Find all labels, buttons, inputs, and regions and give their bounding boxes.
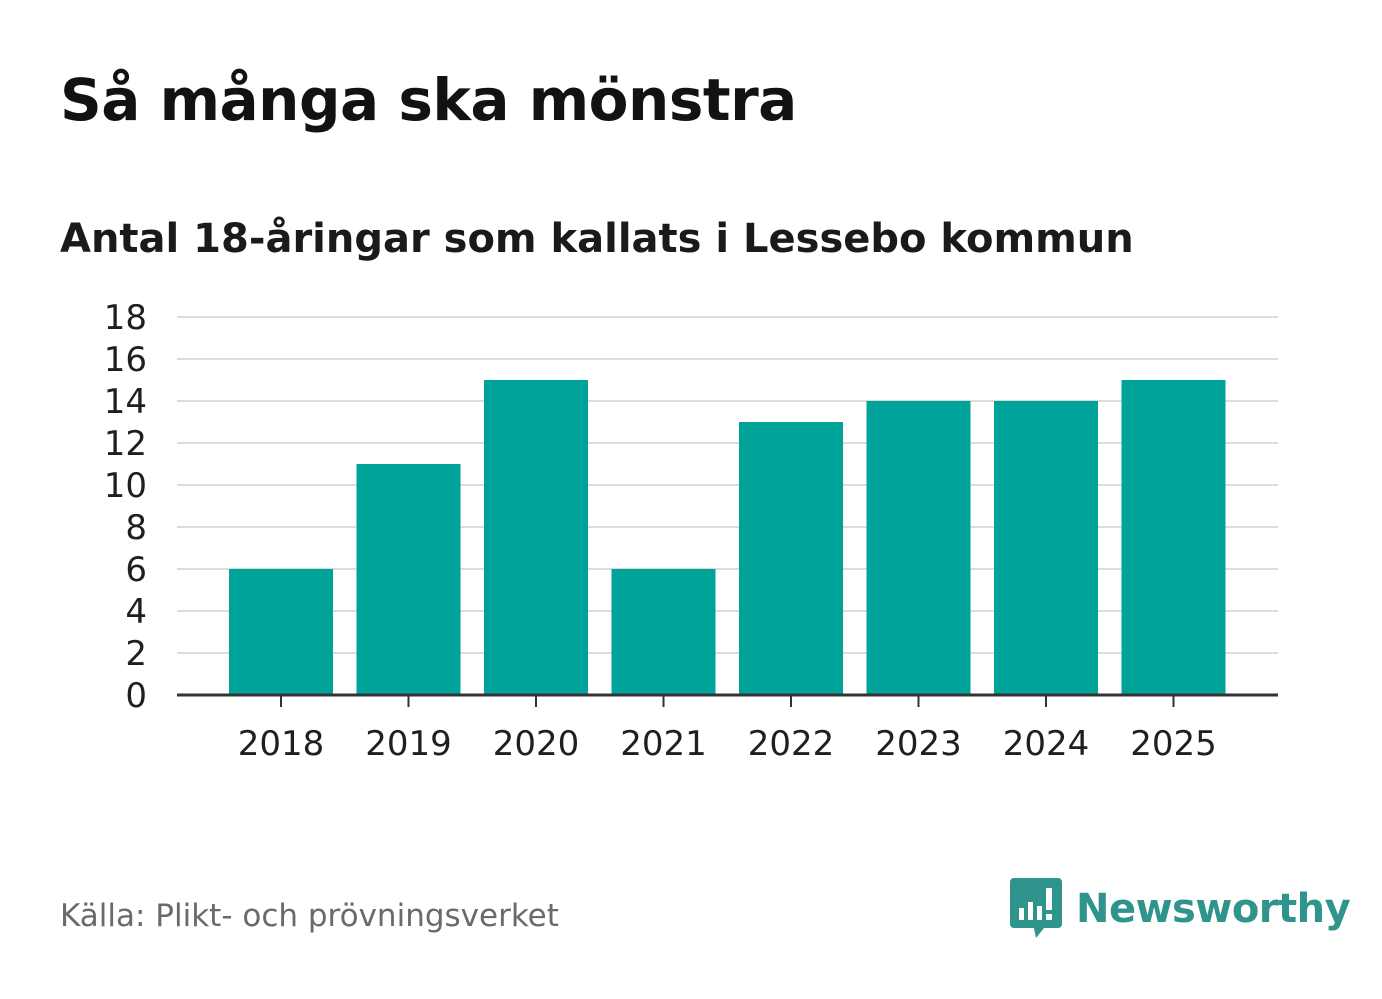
bar-2022[interactable] <box>739 422 843 695</box>
x-tick-label: 2022 <box>748 724 835 764</box>
bars <box>229 380 1226 695</box>
y-tick-label: 2 <box>125 634 147 674</box>
bar-2021[interactable] <box>611 569 716 695</box>
bar-2020[interactable] <box>484 380 588 695</box>
bar-2024[interactable] <box>994 401 1098 695</box>
y-tick-label: 6 <box>125 550 147 590</box>
source-note: Källa: Plikt- och prövningsverket <box>60 898 559 934</box>
x-tick-label: 2018 <box>238 724 325 764</box>
x-tick-label: 2025 <box>1130 724 1217 764</box>
y-tick-label: 8 <box>125 508 147 548</box>
x-tick-label: 2023 <box>875 724 962 764</box>
bar-2018[interactable] <box>229 569 333 695</box>
y-tick-label: 0 <box>125 676 147 716</box>
grid-lines <box>177 316 1278 654</box>
chart-subtitle: Antal 18-åringar som kallats i Lessebo k… <box>60 216 1134 262</box>
x-tick-label: 2019 <box>365 724 452 764</box>
brand-logo[interactable]: Newsworthy <box>1010 878 1351 940</box>
bar-2023[interactable] <box>866 401 971 695</box>
brand-name: Newsworthy <box>1076 886 1351 932</box>
y-tick-label: 14 <box>104 382 147 422</box>
x-tick-label: 2021 <box>620 724 707 764</box>
y-tick-label: 10 <box>104 466 147 506</box>
bar-2025[interactable] <box>1121 380 1226 695</box>
x-axis-labels: 2018 2019 2020 2021 2022 2023 2024 2025 <box>238 724 1217 764</box>
x-axis <box>177 693 1278 707</box>
chart-title: Så många ska mönstra <box>60 66 797 134</box>
y-tick-label: 12 <box>104 424 147 464</box>
bar-2019[interactable] <box>356 464 461 695</box>
bar-chart-speech-bubble-icon <box>1010 878 1062 938</box>
y-tick-label: 18 <box>104 298 147 338</box>
x-tick-label: 2020 <box>493 724 580 764</box>
x-tick-label: 2024 <box>1003 724 1090 764</box>
y-tick-label: 16 <box>104 340 147 380</box>
y-tick-label: 4 <box>125 592 147 632</box>
